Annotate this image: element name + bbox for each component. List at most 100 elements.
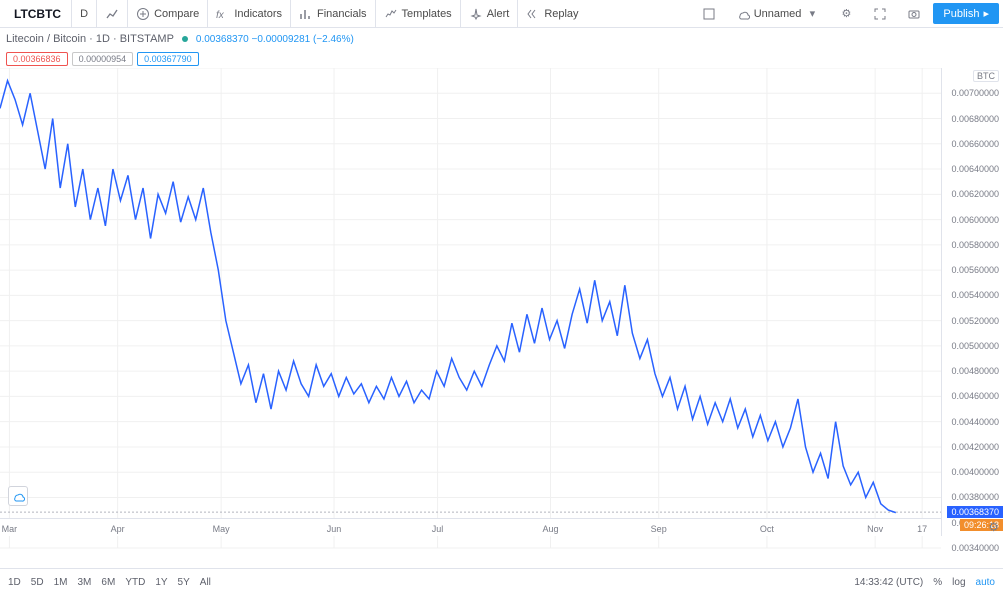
financials-label: Financials bbox=[317, 8, 367, 20]
templates-label: Templates bbox=[402, 8, 452, 20]
range-1d[interactable]: 1D bbox=[8, 577, 21, 588]
y-tick-label: 0.00620000 bbox=[951, 189, 999, 199]
range-1m[interactable]: 1M bbox=[54, 577, 68, 588]
y-tick-label: 0.00560000 bbox=[951, 265, 999, 275]
cloud-icon bbox=[736, 7, 750, 21]
plus-circle-icon bbox=[136, 7, 150, 21]
x-tick-label: Oct bbox=[760, 524, 774, 534]
svg-text:fx: fx bbox=[216, 10, 225, 21]
y-axis-unit: BTC bbox=[973, 70, 999, 82]
y-tick-label: 0.00440000 bbox=[951, 417, 999, 427]
symbol-selector[interactable]: LTCBTC bbox=[4, 0, 72, 28]
y-tick-label: 0.00580000 bbox=[951, 240, 999, 250]
x-tick-label: Mar bbox=[2, 524, 18, 534]
indicators-button[interactable]: fx Indicators bbox=[208, 0, 291, 28]
badge-ask: 0.00367790 bbox=[137, 52, 199, 66]
price-badges: 0.00366836 0.00000954 0.00367790 bbox=[0, 50, 1003, 68]
range-6m[interactable]: 6M bbox=[101, 577, 115, 588]
fullscreen-icon bbox=[873, 7, 887, 21]
y-tick-label: 0.00680000 bbox=[951, 114, 999, 124]
y-tick-label: 0.00340000 bbox=[951, 543, 999, 553]
y-tick-label: 0.00400000 bbox=[951, 467, 999, 477]
price-chart bbox=[0, 68, 1003, 566]
y-tick-label: 0.00480000 bbox=[951, 366, 999, 376]
auto-toggle[interactable]: auto bbox=[976, 577, 995, 588]
replay-icon bbox=[526, 7, 540, 21]
y-tick-label: 0.00380000 bbox=[951, 492, 999, 502]
bottom-right: 14:33:42 (UTC) % log auto bbox=[854, 577, 995, 588]
axis-settings-button[interactable]: ⚙ bbox=[988, 520, 999, 534]
toolbar-left: LTCBTC D Compare fx Indicators Financials… bbox=[4, 0, 694, 28]
y-tick-label: 0.00600000 bbox=[951, 215, 999, 225]
bottom-bar: 1D 5D 1M 3M 6M YTD 1Y 5Y All 14:33:42 (UTC) % lo… bbox=[0, 568, 1003, 596]
range-5y[interactable]: 5Y bbox=[178, 577, 190, 588]
alert-button[interactable]: Alert bbox=[461, 0, 519, 28]
financials-button[interactable]: Financials bbox=[291, 0, 376, 28]
compare-button[interactable]: Compare bbox=[128, 0, 208, 28]
chart-style-button[interactable] bbox=[97, 0, 128, 28]
badge-bid: 0.00366836 bbox=[6, 52, 68, 66]
snapshot-button[interactable] bbox=[899, 0, 929, 28]
x-tick-label: Aug bbox=[542, 524, 558, 534]
x-tick-label: Jul bbox=[432, 524, 444, 534]
x-tick-label: 17 bbox=[917, 524, 927, 534]
symbol-info-bar: Litecoin / Bitcoin · 1D · BITSTAMP 0.003… bbox=[0, 28, 1003, 50]
toolbar-right: Unnamed▾ ⚙ Publish ▸ bbox=[694, 0, 999, 28]
y-tick-label: 0.00420000 bbox=[951, 442, 999, 452]
badge-spread: 0.00000954 bbox=[72, 52, 134, 66]
range-1y[interactable]: 1Y bbox=[155, 577, 167, 588]
y-tick-label: 0.00520000 bbox=[951, 316, 999, 326]
replay-label: Replay bbox=[544, 8, 578, 20]
compare-label: Compare bbox=[154, 8, 199, 20]
gear-icon: ⚙ bbox=[839, 7, 853, 21]
x-tick-label: Nov bbox=[867, 524, 883, 534]
range-5d[interactable]: 5D bbox=[31, 577, 44, 588]
candle-icon bbox=[105, 7, 119, 21]
chevron-down-icon: ▾ bbox=[805, 7, 819, 21]
log-toggle[interactable]: log bbox=[952, 577, 965, 588]
y-tick-label: 0.00500000 bbox=[951, 341, 999, 351]
bars-icon bbox=[299, 7, 313, 21]
settings-button[interactable]: ⚙ bbox=[831, 0, 861, 28]
templates-icon bbox=[384, 7, 398, 21]
y-tick-label: 0.00460000 bbox=[951, 391, 999, 401]
x-tick-label: Sep bbox=[651, 524, 667, 534]
alert-label: Alert bbox=[487, 8, 510, 20]
chart-area[interactable]: BTC 0.003400000.003600000.003800000.0040… bbox=[0, 68, 1003, 566]
templates-button[interactable]: Templates bbox=[376, 0, 461, 28]
play-icon: ▸ bbox=[983, 7, 989, 20]
symbol-title: Litecoin / Bitcoin · 1D · BITSTAMP bbox=[6, 33, 174, 45]
y-tick-label: 0.00540000 bbox=[951, 290, 999, 300]
layout-name[interactable]: Unnamed▾ bbox=[728, 0, 828, 28]
publish-label: Publish bbox=[943, 8, 979, 20]
current-price-tag: 0.00368370 bbox=[947, 506, 1003, 518]
x-axis[interactable]: Mar Apr May Jun Jul Aug Sep Oct Nov 17 bbox=[0, 518, 941, 536]
clock: 14:33:42 (UTC) bbox=[854, 577, 923, 588]
top-toolbar: LTCBTC D Compare fx Indicators Financials… bbox=[0, 0, 1003, 28]
interval-selector[interactable]: D bbox=[72, 0, 97, 28]
y-tick-label: 0.00700000 bbox=[951, 88, 999, 98]
market-status-dot bbox=[182, 36, 188, 42]
fx-icon: fx bbox=[216, 7, 230, 21]
publish-button[interactable]: Publish ▸ bbox=[933, 3, 999, 24]
x-tick-label: Apr bbox=[111, 524, 125, 534]
ohlc-values: 0.00368370 −0.00009281 (−2.46%) bbox=[196, 34, 354, 45]
range-3m[interactable]: 3M bbox=[78, 577, 92, 588]
x-tick-label: May bbox=[213, 524, 230, 534]
range-buttons: 1D 5D 1M 3M 6M YTD 1Y 5Y All bbox=[8, 577, 211, 588]
save-cloud-button[interactable] bbox=[8, 486, 28, 506]
alert-icon bbox=[469, 7, 483, 21]
layout-name-label: Unnamed bbox=[754, 8, 802, 20]
y-axis[interactable]: BTC 0.003400000.003600000.003800000.0040… bbox=[941, 68, 1003, 536]
pct-toggle[interactable]: % bbox=[933, 577, 942, 588]
range-ytd[interactable]: YTD bbox=[125, 577, 145, 588]
replay-button[interactable]: Replay bbox=[518, 0, 586, 28]
select-button[interactable] bbox=[694, 0, 724, 28]
indicators-label: Indicators bbox=[234, 8, 282, 20]
y-tick-label: 0.00660000 bbox=[951, 139, 999, 149]
x-tick-label: Jun bbox=[327, 524, 342, 534]
fullscreen-button[interactable] bbox=[865, 0, 895, 28]
y-tick-label: 0.00640000 bbox=[951, 164, 999, 174]
square-icon bbox=[702, 7, 716, 21]
range-all[interactable]: All bbox=[200, 577, 211, 588]
